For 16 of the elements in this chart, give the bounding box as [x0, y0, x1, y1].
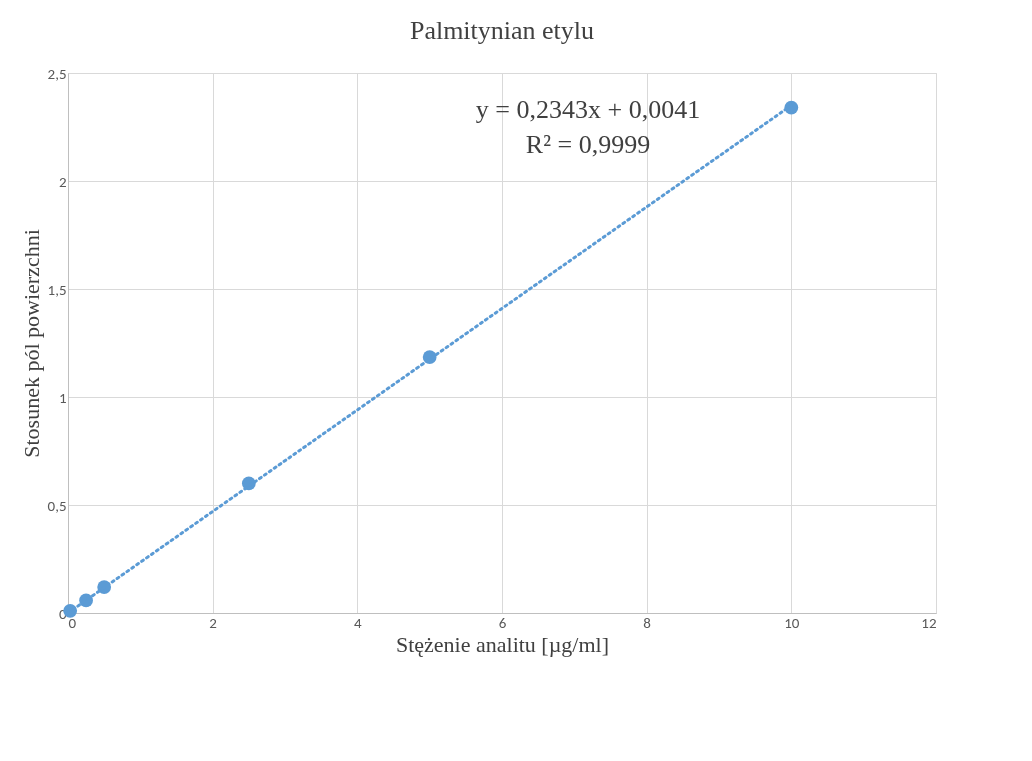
chart-title: Palmitynian etylu: [409, 16, 595, 45]
x-axis-title: Stężenie analitu [µg/ml]: [395, 631, 610, 657]
y-tick-label: 1: [58, 388, 67, 407]
annotation: y = 0,2343x + 0,0041: [475, 95, 701, 124]
x-tick-label: 2: [209, 613, 217, 632]
x-tick-label: 4: [354, 613, 363, 632]
y-axis-title: Stosunek pól powierzchni: [18, 229, 44, 458]
y-tick-label: 2: [58, 172, 67, 191]
x-tick-label: 10: [784, 613, 800, 632]
y-tick-label: 0,5: [47, 496, 67, 515]
x-tick-label: 6: [498, 613, 507, 632]
y-tick-label: 1,5: [47, 280, 67, 299]
x-tick-label: 8: [643, 613, 651, 632]
x-tick-label: 12: [921, 613, 937, 632]
annotation: R² = 0,9999: [525, 130, 651, 159]
y-tick-label: 2,5: [47, 64, 67, 83]
